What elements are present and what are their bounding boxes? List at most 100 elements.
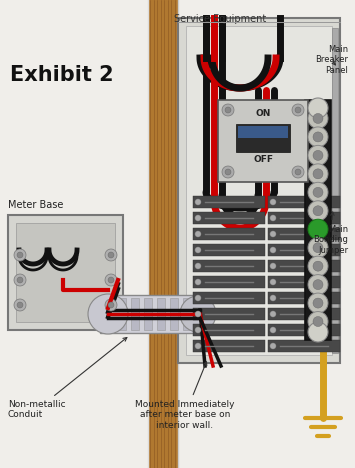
Circle shape xyxy=(308,256,328,276)
Bar xyxy=(170,298,178,330)
Circle shape xyxy=(17,252,23,258)
Bar xyxy=(157,298,165,330)
Circle shape xyxy=(270,247,276,253)
Circle shape xyxy=(225,107,231,113)
Bar xyxy=(305,100,331,340)
Bar xyxy=(193,196,265,208)
Circle shape xyxy=(108,252,114,258)
Bar xyxy=(8,215,123,330)
Circle shape xyxy=(17,277,23,283)
Bar xyxy=(193,292,265,304)
Circle shape xyxy=(195,263,201,269)
Bar xyxy=(193,228,265,240)
Bar xyxy=(236,124,290,152)
Circle shape xyxy=(270,263,276,269)
Text: OFF: OFF xyxy=(253,155,273,164)
Bar xyxy=(148,0,178,468)
Circle shape xyxy=(270,215,276,221)
Circle shape xyxy=(308,183,328,202)
Bar xyxy=(332,28,338,353)
Circle shape xyxy=(308,109,328,128)
Circle shape xyxy=(292,104,304,116)
Bar xyxy=(268,324,340,336)
Circle shape xyxy=(308,293,328,313)
Circle shape xyxy=(295,169,301,175)
Circle shape xyxy=(313,113,323,124)
Circle shape xyxy=(270,279,276,285)
Bar xyxy=(268,228,340,240)
Circle shape xyxy=(222,104,234,116)
Circle shape xyxy=(308,312,328,331)
Circle shape xyxy=(313,261,323,271)
Circle shape xyxy=(308,322,328,342)
Circle shape xyxy=(180,296,216,332)
Circle shape xyxy=(195,215,201,221)
Text: Exhibit 2: Exhibit 2 xyxy=(10,65,114,85)
Bar xyxy=(268,340,340,352)
Circle shape xyxy=(14,274,26,286)
Circle shape xyxy=(195,343,201,349)
Bar xyxy=(193,260,265,272)
Circle shape xyxy=(313,243,323,253)
Bar xyxy=(268,196,340,208)
Bar xyxy=(16,223,115,322)
Circle shape xyxy=(88,294,128,334)
Bar xyxy=(268,244,340,256)
Bar xyxy=(186,26,332,355)
Circle shape xyxy=(308,275,328,295)
Circle shape xyxy=(108,302,114,308)
Circle shape xyxy=(195,295,201,301)
Circle shape xyxy=(313,132,323,142)
Bar xyxy=(193,244,265,256)
Circle shape xyxy=(195,231,201,237)
Bar xyxy=(193,276,265,288)
Circle shape xyxy=(313,206,323,216)
Circle shape xyxy=(270,343,276,349)
Text: Meter Base: Meter Base xyxy=(8,200,64,210)
Circle shape xyxy=(270,295,276,301)
Circle shape xyxy=(108,277,114,283)
Circle shape xyxy=(105,249,117,261)
Circle shape xyxy=(195,327,201,333)
Text: ON: ON xyxy=(255,110,271,118)
Circle shape xyxy=(195,311,201,317)
Circle shape xyxy=(270,327,276,333)
Circle shape xyxy=(308,201,328,221)
Circle shape xyxy=(225,169,231,175)
Bar xyxy=(178,18,340,363)
Bar xyxy=(268,212,340,224)
Bar xyxy=(218,100,308,182)
Text: Main
Breaker
Panel: Main Breaker Panel xyxy=(315,45,348,75)
Circle shape xyxy=(105,299,117,311)
Circle shape xyxy=(195,199,201,205)
Circle shape xyxy=(195,279,201,285)
Bar xyxy=(268,308,340,320)
Bar xyxy=(193,324,265,336)
Circle shape xyxy=(308,127,328,147)
Circle shape xyxy=(270,231,276,237)
Bar xyxy=(118,298,126,330)
Text: Mounted Immediately
after meter base on
interior wall.: Mounted Immediately after meter base on … xyxy=(135,362,235,430)
Circle shape xyxy=(270,199,276,205)
Circle shape xyxy=(313,316,323,327)
Circle shape xyxy=(308,238,328,258)
Circle shape xyxy=(270,311,276,317)
Bar xyxy=(238,126,288,138)
Text: Main
Bonding
Jumper: Main Bonding Jumper xyxy=(313,212,348,255)
Circle shape xyxy=(105,274,117,286)
Circle shape xyxy=(313,169,323,179)
Circle shape xyxy=(295,107,301,113)
Bar xyxy=(105,298,113,330)
Bar xyxy=(268,276,340,288)
Circle shape xyxy=(14,249,26,261)
Circle shape xyxy=(313,298,323,308)
Circle shape xyxy=(308,98,328,118)
Circle shape xyxy=(313,187,323,197)
Bar xyxy=(193,308,265,320)
Text: Non-metallic
Conduit: Non-metallic Conduit xyxy=(8,337,127,419)
Circle shape xyxy=(308,164,328,184)
Text: Service Equipment: Service Equipment xyxy=(174,14,266,24)
Circle shape xyxy=(308,219,328,239)
Bar xyxy=(193,340,265,352)
Circle shape xyxy=(195,247,201,253)
